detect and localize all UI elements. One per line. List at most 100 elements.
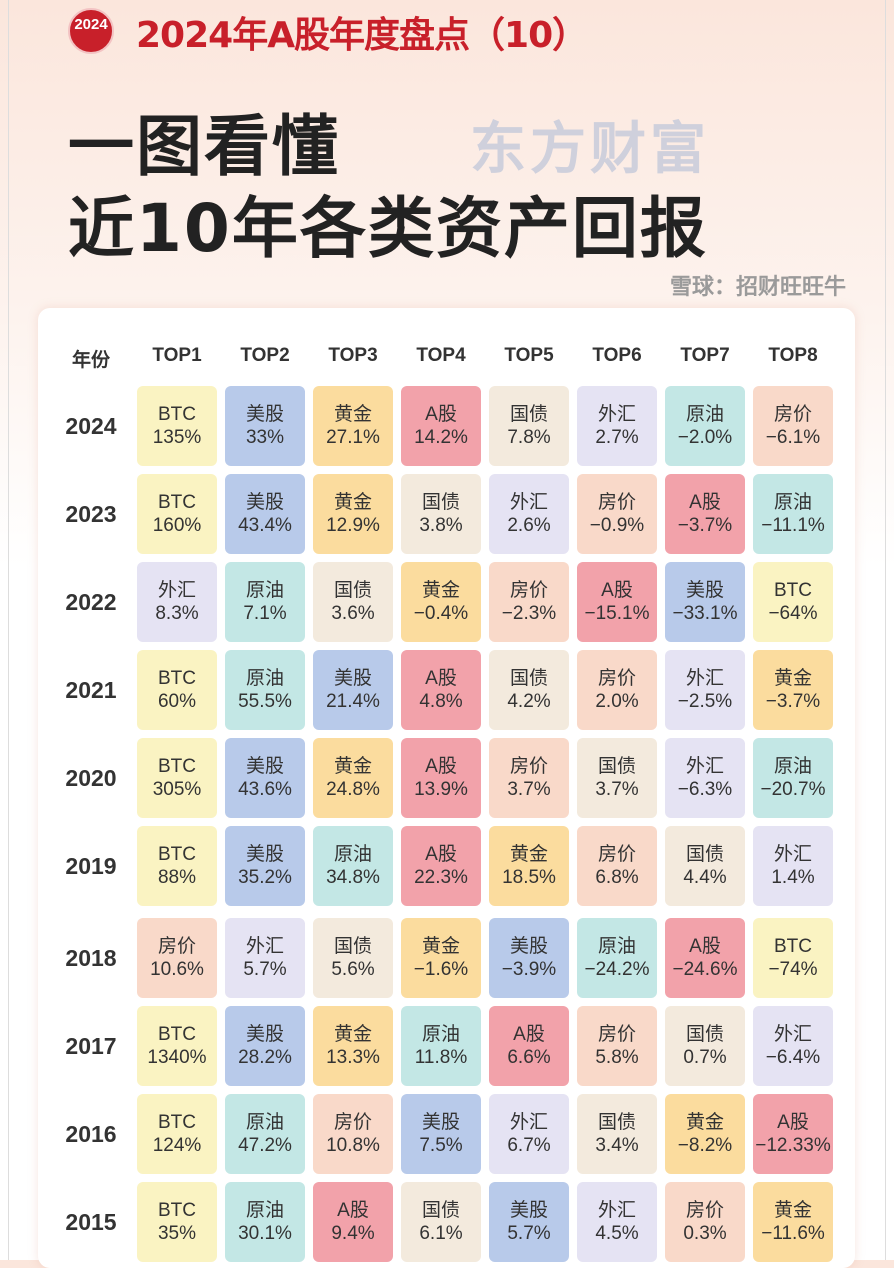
asset-return: 4.8% <box>419 691 463 712</box>
asset-cell: 美股 43.4% <box>225 474 305 554</box>
asset-name: 房价 <box>773 404 812 425</box>
asset-cell: A股 −24.6% <box>665 918 745 998</box>
asset-name: 外汇 <box>597 1200 636 1221</box>
asset-name: 外汇 <box>509 1112 548 1133</box>
asset-cell: 房价 3.7% <box>489 738 569 818</box>
asset-name: 原油 <box>245 1112 284 1133</box>
asset-cell: 黄金 −8.2% <box>665 1094 745 1174</box>
asset-cell: 美股 35.2% <box>225 826 305 906</box>
asset-return: 0.3% <box>683 1223 727 1244</box>
asset-return: 28.2% <box>238 1047 292 1068</box>
asset-cell: 国债 7.8% <box>489 386 569 466</box>
asset-name: A股 <box>337 1200 369 1221</box>
asset-return: 8.3% <box>155 603 199 624</box>
asset-name: 美股 <box>509 1200 548 1221</box>
column-header: TOP5 <box>504 345 554 366</box>
asset-return: −8.2% <box>677 1135 733 1156</box>
asset-return: 7.1% <box>243 603 287 624</box>
asset-cell: 国债 3.8% <box>401 474 481 554</box>
watermark-xueqiu: 雪球：招财旺旺牛 <box>669 275 846 300</box>
asset-return: 47.2% <box>238 1135 292 1156</box>
asset-name: 房价 <box>597 492 636 513</box>
asset-return: 1340% <box>147 1047 207 1068</box>
asset-return: −3.9% <box>501 959 557 980</box>
asset-return: 3.7% <box>507 779 551 800</box>
asset-name: 黄金 <box>685 1112 724 1133</box>
asset-return: 24.8% <box>326 779 380 800</box>
asset-return: 1.4% <box>771 867 815 888</box>
year-label: 2019 <box>65 853 117 879</box>
asset-return: 5.6% <box>331 959 375 980</box>
asset-name: 美股 <box>685 580 724 601</box>
column-header: TOP4 <box>416 345 466 366</box>
asset-cell: 原油 7.1% <box>225 562 305 642</box>
asset-name: 国债 <box>597 1112 636 1133</box>
asset-cell: 原油 −20.7% <box>753 738 833 818</box>
asset-name: 美股 <box>509 936 548 957</box>
asset-cell: BTC 35% <box>137 1182 217 1262</box>
column-header: TOP2 <box>240 345 290 366</box>
asset-return: 88% <box>157 867 197 888</box>
asset-cell: 原油 55.5% <box>225 650 305 730</box>
asset-return: −11.1% <box>761 515 825 536</box>
asset-return: 12.9% <box>326 515 380 536</box>
asset-cell: 黄金 12.9% <box>313 474 393 554</box>
asset-name: BTC <box>774 936 812 957</box>
asset-name: 国债 <box>685 844 724 865</box>
asset-return: 7.5% <box>419 1135 463 1156</box>
asset-return: −24.6% <box>672 959 738 980</box>
year-label: 2020 <box>65 765 117 791</box>
asset-cell: 房价 2.0% <box>577 650 657 730</box>
asset-cell: BTC 88% <box>137 826 217 906</box>
asset-name: 房价 <box>597 668 636 689</box>
asset-cell: 国债 4.2% <box>489 650 569 730</box>
asset-return: 2.0% <box>595 691 639 712</box>
asset-cell: 美股 28.2% <box>225 1006 305 1086</box>
asset-return: 34.8% <box>326 867 380 888</box>
asset-return: −2.0% <box>677 427 733 448</box>
asset-return: 13.9% <box>414 779 468 800</box>
asset-return: 14.2% <box>414 427 468 448</box>
asset-name: 外汇 <box>685 668 724 689</box>
asset-name: A股 <box>425 756 457 777</box>
asset-cell: 房价 5.8% <box>577 1006 657 1086</box>
asset-cell: BTC −64% <box>753 562 833 642</box>
asset-name: 外汇 <box>773 1024 812 1045</box>
asset-return: 7.8% <box>507 427 551 448</box>
asset-return: 11.8% <box>414 1047 468 1068</box>
asset-cell: BTC 135% <box>137 386 217 466</box>
asset-name: 房价 <box>685 1200 724 1221</box>
asset-name: 原油 <box>333 844 372 865</box>
asset-name: 美股 <box>421 1112 460 1133</box>
asset-name: 美股 <box>245 492 284 513</box>
asset-return: −11.6% <box>761 1223 825 1244</box>
asset-cell: 外汇 1.4% <box>753 826 833 906</box>
year-label: 2024 <box>65 413 117 439</box>
asset-cell: 国债 3.4% <box>577 1094 657 1174</box>
asset-cell: 原油 11.8% <box>401 1006 481 1086</box>
asset-cell: 外汇 2.6% <box>489 474 569 554</box>
asset-cell: 外汇 8.3% <box>137 562 217 642</box>
asset-name: 外汇 <box>157 580 196 601</box>
asset-cell: 外汇 5.7% <box>225 918 305 998</box>
asset-return: −6.3% <box>677 779 733 800</box>
asset-cell: 黄金 −3.7% <box>753 650 833 730</box>
asset-cell: 黄金 −0.4% <box>401 562 481 642</box>
asset-name: 国债 <box>421 1200 460 1221</box>
asset-name: 美股 <box>333 668 372 689</box>
asset-name: A股 <box>425 668 457 689</box>
asset-cell: 房价 0.3% <box>665 1182 745 1262</box>
asset-name: 黄金 <box>421 936 460 957</box>
asset-name: 房价 <box>509 756 548 777</box>
year-label: 2023 <box>65 501 117 527</box>
subtitle: 2024年A股年度盘点（10） <box>136 15 588 56</box>
title-line-1: 一图看懂 <box>68 108 340 185</box>
asset-return: 35% <box>157 1223 197 1244</box>
asset-return: 55.5% <box>238 691 292 712</box>
asset-return: 3.8% <box>419 515 463 536</box>
asset-name: 房价 <box>597 844 636 865</box>
asset-cell: A股 14.2% <box>401 386 481 466</box>
asset-cell: BTC 305% <box>137 738 217 818</box>
asset-name: 房价 <box>597 1024 636 1045</box>
asset-return: 10.8% <box>326 1135 380 1156</box>
